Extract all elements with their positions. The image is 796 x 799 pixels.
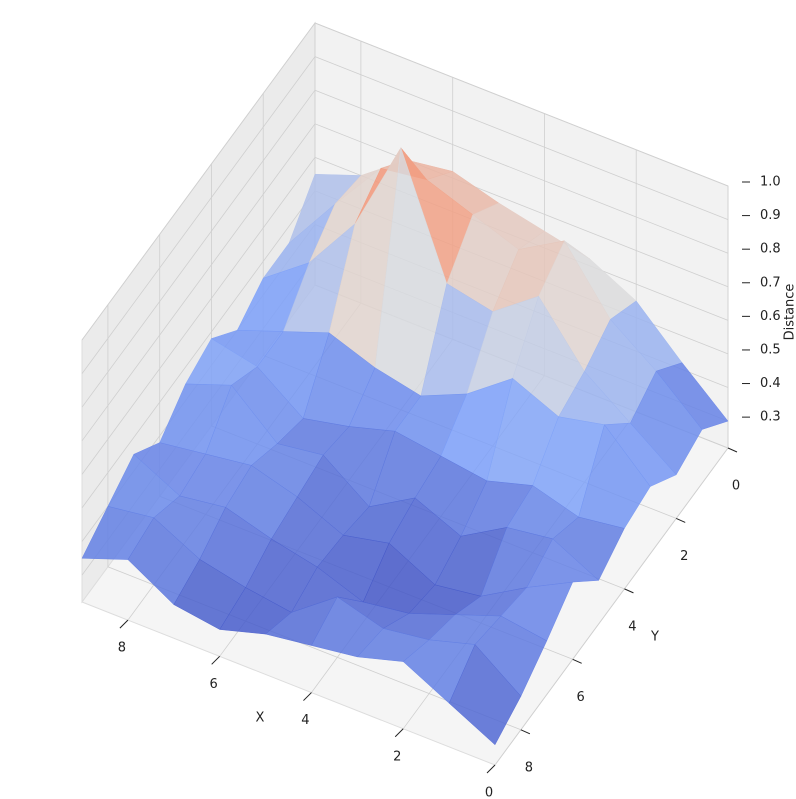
tick-mark [624, 588, 634, 594]
tick-mark [394, 728, 404, 738]
z-tick-label: 0.6 [760, 309, 781, 324]
z-axis-label: Distance [783, 284, 796, 341]
tick-mark [727, 447, 738, 453]
z-tick-label: 0.5 [760, 342, 781, 357]
z-tick-label: 0.7 [760, 275, 781, 290]
tick-mark [211, 655, 221, 665]
tick-mark [572, 658, 582, 664]
grid-line [81, 123, 729, 442]
x-tick-label: 6 [210, 677, 218, 692]
grid-line [81, 56, 729, 374]
x-tick-label: 4 [301, 713, 309, 728]
y-tick-label: 4 [628, 619, 636, 634]
z-tick-label: 0.8 [760, 242, 781, 257]
y-axis-label: Y [650, 630, 659, 645]
y-tick-label: 0 [732, 479, 740, 494]
z-tick-label: 1.0 [760, 175, 781, 190]
tick-mark [676, 517, 686, 523]
y-tick-label: 2 [680, 549, 688, 564]
tick-mark [119, 619, 129, 629]
grid-line [81, 22, 729, 341]
tick-mark [303, 692, 312, 701]
surface [81, 147, 729, 746]
tick-mark [520, 729, 531, 735]
x-tick-label: 0 [485, 786, 493, 799]
grid-line [81, 89, 729, 408]
labels: 0 2 4 6 8 0 2 4 6 8 0.3 0.4 0.5 0.6 0.7 0.8 0.9 1.0 [118, 175, 781, 799]
surface-face [448, 644, 522, 746]
z-tick-label: 0.3 [760, 410, 781, 425]
y-tick-label: 8 [525, 760, 533, 775]
x-tick-label: 2 [393, 749, 401, 764]
tick-mark [486, 764, 496, 774]
z-tick-label: 0.4 [760, 376, 781, 391]
x-axis-label: X [256, 711, 265, 726]
x-tick-label: 8 [118, 641, 126, 656]
z-tick-label: 0.9 [760, 208, 781, 223]
grid-line [107, 304, 522, 731]
y-tick-label: 6 [577, 690, 585, 705]
